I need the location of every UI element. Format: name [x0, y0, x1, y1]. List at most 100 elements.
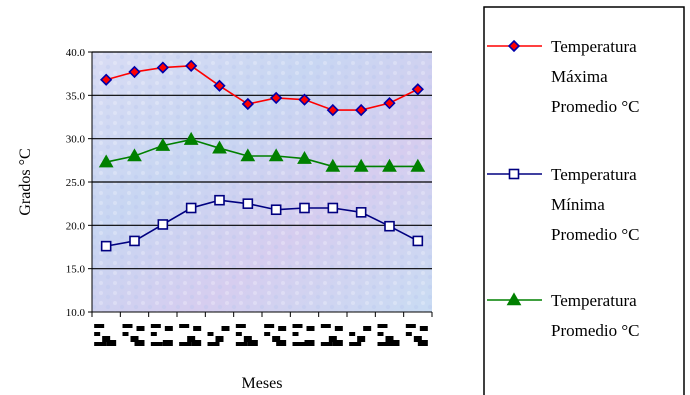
data-point [98, 154, 114, 168]
legend-label: Temperatura [551, 165, 637, 184]
data-point [412, 235, 424, 247]
y-tick-label: 40.0 [66, 47, 86, 59]
garbled-glyph [320, 342, 333, 346]
data-point [326, 103, 339, 117]
data-point [355, 207, 367, 218]
data-point [100, 240, 112, 252]
legend-label: Mínima [551, 195, 605, 214]
data-point [241, 97, 254, 111]
y-tick-labels: 10.0 15.0 20.0 25.0 30.0 35.0 40.0 [66, 47, 92, 319]
data-point [157, 219, 169, 230]
garbled-glyph [264, 332, 271, 336]
gridlines [92, 51, 432, 270]
garbled-glyph [272, 336, 281, 342]
data-point [129, 235, 140, 247]
garbled-glyph [377, 324, 388, 328]
garbled-glyph [191, 340, 202, 346]
legend-label: Promedio °C [551, 97, 640, 116]
data-point [183, 131, 199, 145]
data-point [156, 61, 169, 74]
legend-label: Promedio °C [551, 321, 640, 340]
data-point [325, 158, 341, 172]
data-series [98, 59, 426, 252]
garbled-glyph [102, 336, 111, 342]
data-point [268, 148, 284, 162]
y-tick-label: 35.0 [66, 90, 86, 102]
garbled-glyph [130, 336, 139, 342]
garbled-glyph [193, 326, 202, 331]
data-point [185, 202, 197, 214]
garbled-glyph [332, 340, 343, 346]
garbled-glyph [134, 340, 145, 346]
y-tick-label: 10.0 [66, 307, 86, 319]
data-point [382, 158, 397, 172]
garbled-glyph [419, 326, 428, 331]
garbled-glyph [334, 326, 343, 331]
garbled-glyph [243, 336, 252, 342]
garbled-glyph [162, 340, 173, 346]
garbled-glyph [207, 342, 220, 346]
garbled-glyph [278, 326, 287, 331]
legend-entry: Temperatura Máxima Promedio °C [487, 37, 640, 116]
data-point [155, 137, 171, 151]
garbled-glyph [150, 324, 161, 328]
garbled-glyph [164, 326, 173, 331]
data-point [411, 83, 424, 96]
garbled-glyph [235, 332, 242, 336]
x-axis-title: Meses [242, 375, 283, 392]
series-1 [100, 59, 424, 117]
garbled-glyph [179, 342, 192, 346]
legend-marker [508, 168, 520, 180]
garbled-glyph [292, 324, 303, 328]
data-point [384, 220, 395, 232]
data-point [185, 59, 198, 72]
data-point [297, 150, 312, 164]
legend-label: Temperatura [551, 37, 637, 56]
garbled-glyph [150, 332, 157, 336]
garbled-glyph [306, 326, 315, 331]
y-tick-label: 25.0 [66, 177, 86, 189]
garbled-glyph [235, 324, 246, 328]
y-axis-title: Grados °C [17, 148, 34, 215]
garbled-glyph [357, 336, 366, 342]
legend-label: Temperatura [551, 291, 637, 310]
garbled-glyph [320, 324, 331, 328]
garbled-glyph [363, 326, 372, 331]
legend-entry: Temperatura Promedio °C [487, 291, 640, 340]
data-point [355, 103, 368, 117]
garbled-glyph [247, 340, 258, 346]
series-3 [98, 131, 426, 172]
garbled-glyph [94, 342, 107, 346]
garbled-glyph [207, 332, 214, 336]
y-tick-label: 30.0 [66, 134, 86, 146]
garbled-glyph [389, 340, 400, 346]
data-point [127, 148, 142, 162]
garbled-glyph [221, 326, 230, 331]
garbled-glyph [304, 340, 315, 346]
garbled-glyph [122, 332, 129, 336]
data-point [213, 79, 226, 92]
garbled-glyph [235, 342, 248, 346]
garbled-glyph [377, 332, 384, 336]
garbled-glyph [150, 342, 163, 346]
garbled-glyph [349, 332, 356, 336]
data-point [410, 158, 426, 172]
data-point [327, 202, 339, 214]
legend-marker [506, 292, 522, 306]
data-point [128, 65, 141, 79]
garbled-glyph [413, 336, 422, 342]
garbled-glyph [187, 336, 196, 342]
garbled-glyph [94, 332, 101, 336]
data-point [353, 158, 369, 172]
garbled-glyph [276, 340, 287, 346]
legend-marker [507, 39, 521, 53]
data-point [240, 148, 256, 162]
x-tick-labels-garbled [94, 324, 428, 346]
garbled-glyph [215, 336, 224, 342]
data-point [214, 194, 225, 206]
garbled-glyph [328, 336, 337, 342]
data-point [100, 73, 113, 86]
data-point [242, 198, 254, 209]
garbled-glyph [417, 340, 428, 346]
